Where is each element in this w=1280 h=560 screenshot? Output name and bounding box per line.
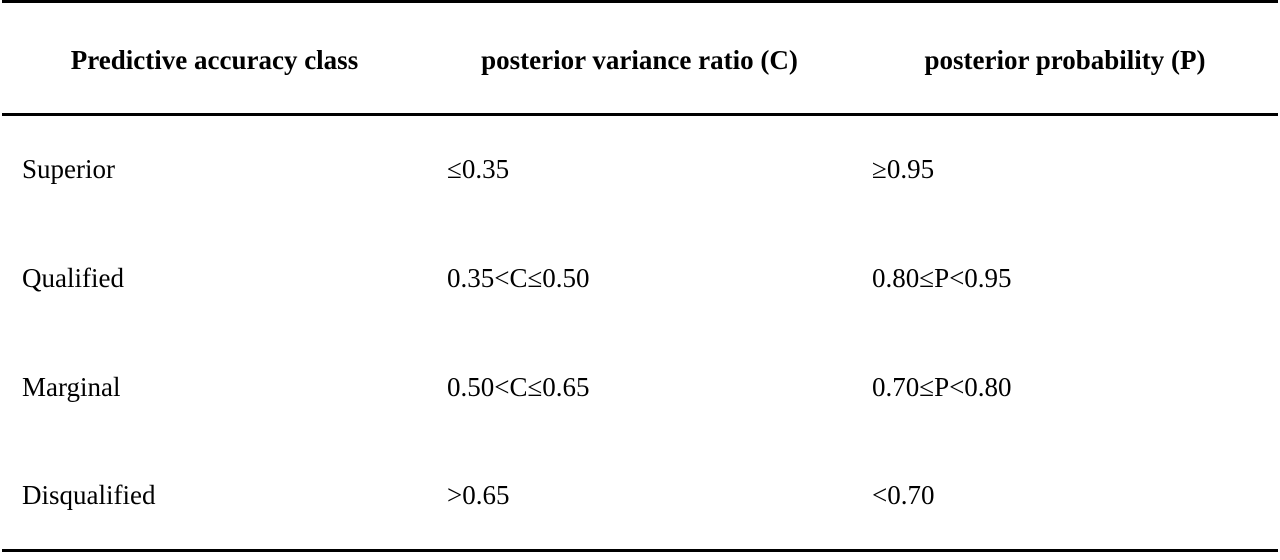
cell-class: Superior bbox=[22, 154, 115, 185]
table-header-row: Predictive accuracy class posterior vari… bbox=[2, 1, 1278, 115]
cell-variance-ratio: 0.50<C≤0.65 bbox=[447, 371, 590, 402]
cell-variance-ratio: 0.35<C≤0.50 bbox=[447, 262, 590, 293]
header-posterior-variance-ratio: posterior variance ratio (C) bbox=[481, 44, 798, 75]
table-row: Marginal 0.50<C≤0.65 0.70≤P<0.80 bbox=[2, 333, 1278, 442]
cell-variance-ratio: >0.65 bbox=[447, 479, 510, 510]
cell-variance-ratio: ≤0.35 bbox=[447, 154, 510, 185]
cell-class: Disqualified bbox=[22, 479, 156, 510]
cell-probability: ≥0.95 bbox=[872, 154, 935, 185]
header-posterior-probability: posterior probability (P) bbox=[924, 44, 1206, 75]
table-row: Disqualified >0.65 <0.70 bbox=[2, 442, 1278, 551]
cell-probability: <0.70 bbox=[872, 479, 935, 510]
cell-class: Qualified bbox=[22, 262, 124, 293]
cell-probability: 0.80≤P<0.95 bbox=[872, 262, 1012, 293]
table-row: Qualified 0.35<C≤0.50 0.80≤P<0.95 bbox=[2, 224, 1278, 333]
table-row: Superior ≤0.35 ≥0.95 bbox=[2, 115, 1278, 224]
cell-class: Marginal bbox=[22, 371, 121, 402]
cell-probability: 0.70≤P<0.80 bbox=[872, 371, 1012, 402]
header-predictive-accuracy-class: Predictive accuracy class bbox=[70, 44, 359, 75]
